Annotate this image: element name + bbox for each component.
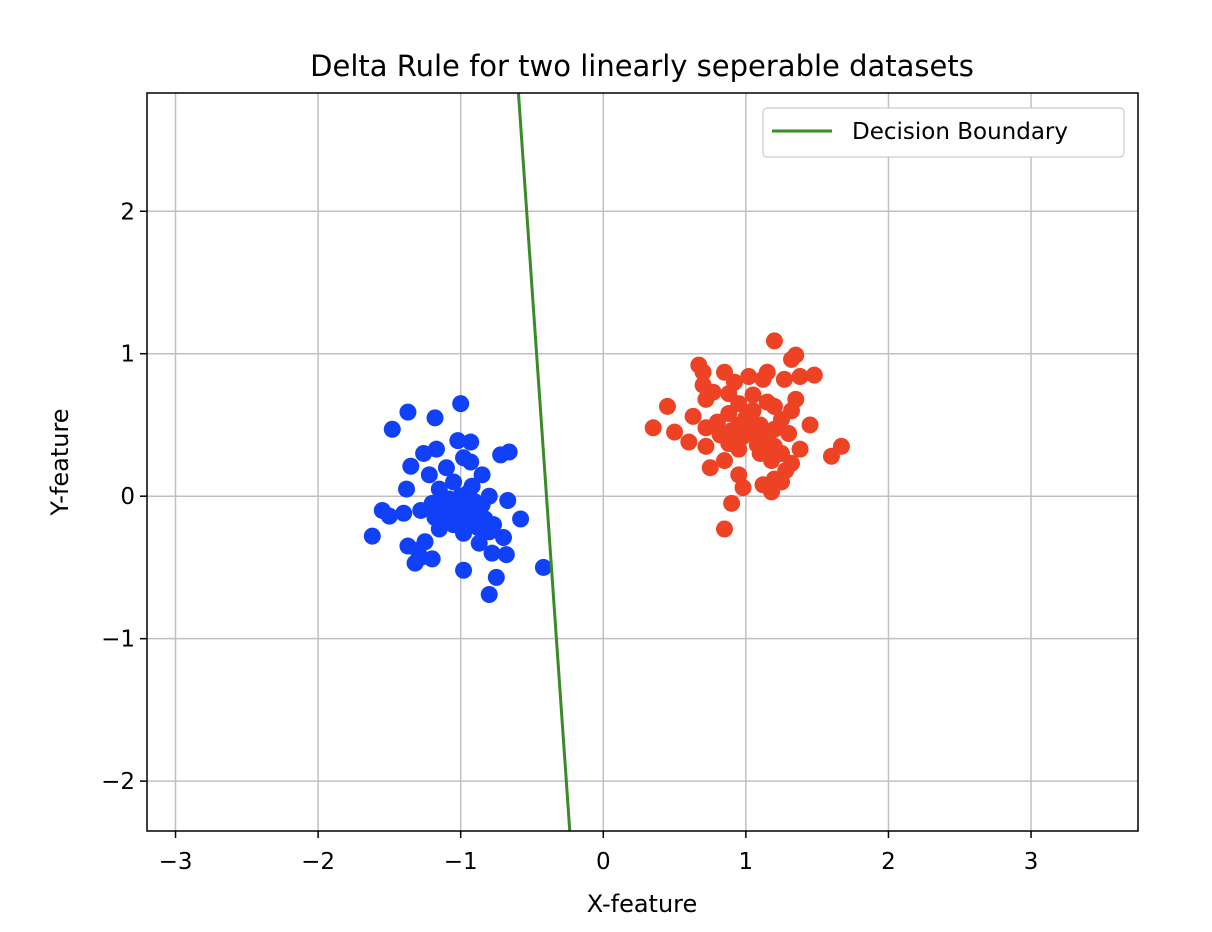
red-data-point (783, 350, 801, 368)
blue-data-point (512, 510, 530, 528)
blue-data-point (363, 527, 381, 545)
red-data-point (697, 419, 715, 437)
x-tick-label: 1 (739, 849, 754, 875)
blue-data-point (398, 480, 416, 498)
red-data-point (715, 520, 733, 538)
blue-data-point (455, 561, 473, 579)
x-tick-label: −1 (444, 849, 478, 875)
red-data-point (763, 483, 781, 501)
blue-data-point (449, 432, 467, 450)
red-data-point (666, 423, 684, 441)
red-data-point (805, 366, 823, 384)
blue-data-point (473, 466, 491, 484)
decision-boundary-line (516, 93, 572, 831)
x-axis-label: X-feature (587, 890, 698, 918)
red-data-point (763, 452, 781, 470)
red-data-point (822, 447, 840, 465)
red-data-point (723, 494, 741, 512)
blue-data-point (452, 395, 470, 413)
blue-data-point (534, 558, 552, 576)
blue-data-point (497, 546, 515, 564)
red-data-point (765, 332, 783, 350)
blue-data-point (395, 504, 413, 522)
red-data-point (680, 433, 698, 451)
blue-data-point (430, 520, 448, 538)
blue-data-point (483, 544, 501, 562)
red-data-point (697, 437, 715, 455)
blue-data-point (380, 507, 398, 525)
blue-data-point (462, 453, 480, 471)
red-data-point (775, 370, 793, 388)
axis-ticks: −3 −2 −1 0 1 2 3 −2 −1 0 1 2 (101, 199, 1038, 875)
x-tick-label: −2 (301, 849, 335, 875)
y-axis-label: Y-feature (46, 408, 74, 516)
x-tick-label: −3 (159, 849, 193, 875)
red-data-point (715, 452, 733, 470)
blue-data-point (494, 529, 512, 547)
red-data-point (730, 466, 748, 484)
red-data-point (801, 416, 819, 434)
blue-data-point (492, 446, 510, 464)
y-tick-label: −1 (101, 627, 135, 653)
blue-data-point (462, 433, 480, 451)
blue-data-point (499, 491, 517, 509)
red-data-point (730, 440, 748, 458)
blue-data-point (415, 444, 433, 462)
blue-data-point (445, 473, 463, 491)
y-tick-label: 0 (120, 484, 135, 510)
x-tick-label: 2 (881, 849, 896, 875)
blue-data-point (455, 524, 473, 542)
red-data-point (694, 363, 712, 381)
y-tick-label: −2 (101, 769, 135, 795)
x-tick-label: 3 (1024, 849, 1039, 875)
chart-title: Delta Rule for two linearly seperable da… (310, 49, 974, 83)
blue-data-point (480, 585, 498, 603)
blue-data-point (412, 548, 430, 566)
red-data-point (754, 370, 772, 388)
blue-data-point (402, 457, 420, 475)
legend-box (762, 107, 1125, 158)
blue-data-point (470, 534, 488, 552)
red-data-point (791, 440, 809, 458)
blue-data-point (412, 501, 430, 519)
red-data-point (684, 407, 702, 425)
x-tick-label: 0 (596, 849, 611, 875)
legend-label: Decision Boundary (852, 119, 1068, 145)
red-data-point (658, 397, 676, 415)
blue-data-point (383, 420, 401, 438)
blue-data-point (420, 466, 438, 484)
blue-data-point (437, 459, 455, 477)
red-data-point (744, 386, 762, 404)
red-data-point (734, 427, 752, 445)
red-data-point (765, 397, 783, 415)
blue-data-point (487, 568, 505, 586)
decision-boundary-layer (516, 93, 572, 831)
red-data-point (697, 390, 715, 408)
blue-data-point (426, 409, 444, 427)
blue-data-point (427, 440, 445, 458)
y-tick-label: 1 (120, 342, 135, 368)
legend: Decision Boundary (762, 107, 1125, 158)
red-data-point (734, 479, 752, 497)
red-data-point (740, 368, 758, 386)
red-data-point (644, 419, 662, 437)
blue-data-point (480, 523, 498, 541)
red-data-point (791, 368, 809, 386)
y-tick-label: 2 (120, 199, 135, 225)
blue-data-point (399, 403, 417, 421)
red-data-point (780, 425, 798, 443)
red-data-point (701, 459, 719, 477)
scatter-points (363, 332, 850, 603)
plot-frame (146, 92, 1139, 832)
